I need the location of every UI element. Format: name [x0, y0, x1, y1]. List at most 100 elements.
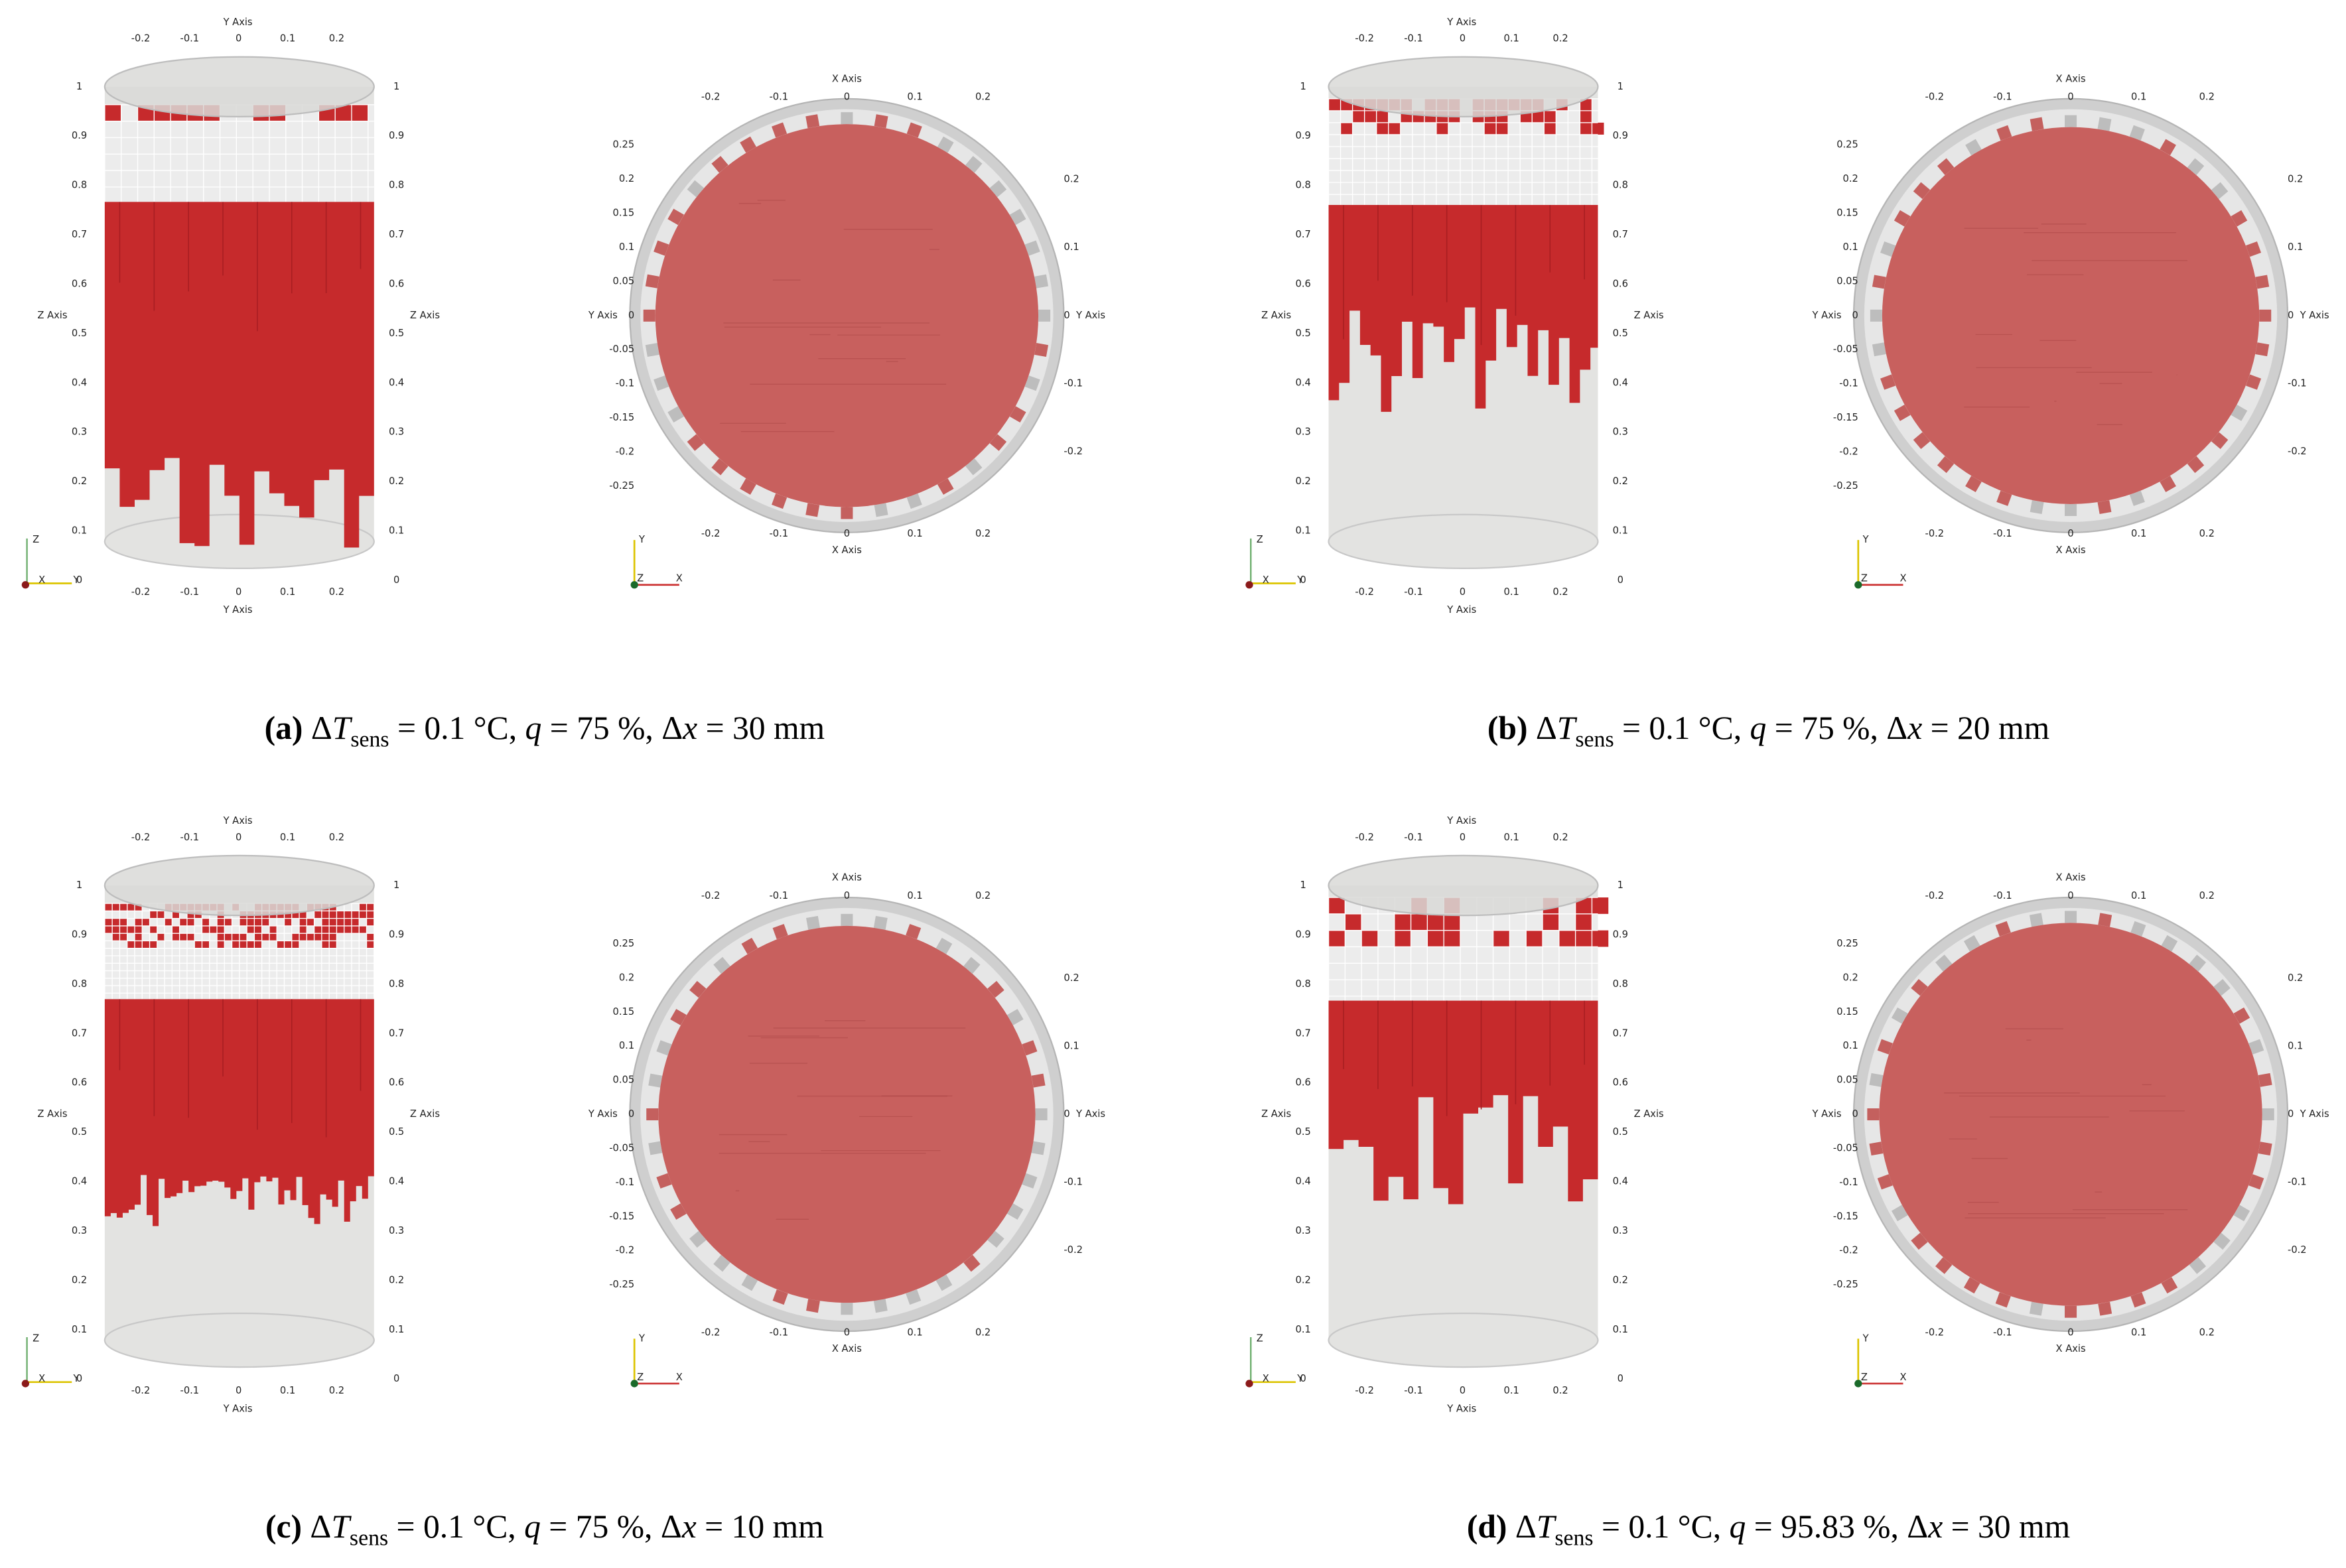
edge-cell — [1870, 309, 1882, 322]
tick-label: 0 — [76, 1373, 82, 1384]
mesh-cell — [351, 925, 360, 934]
tick-label: 0.5 — [72, 1126, 87, 1138]
tick-label: X — [1263, 1373, 1269, 1384]
tick-label: -0.2 — [1925, 890, 1945, 901]
tick-label: -0.2 — [1839, 446, 1858, 457]
tick-label: -0.2 — [1925, 528, 1945, 539]
mesh-cell — [299, 911, 307, 919]
mesh-cell — [1436, 122, 1448, 135]
tick-label: 0.4 — [389, 1176, 404, 1187]
mesh-cell — [1544, 122, 1556, 135]
tick-label: 0.1 — [907, 890, 922, 901]
tick-label: Z Axis — [1634, 310, 1664, 321]
tick-label: 0.1 — [1613, 1324, 1628, 1335]
edge-cell — [2258, 1142, 2272, 1156]
tick-label: 0.1 — [2288, 1040, 2303, 1051]
tick-label: 0.2 — [2288, 972, 2303, 984]
mesh-cell — [186, 933, 195, 941]
caption-part: q — [1730, 1508, 1746, 1545]
tick-label: 0.5 — [1296, 1126, 1311, 1138]
tick-label: -0.1 — [1404, 586, 1423, 598]
tick-label: 0.3 — [1613, 1225, 1628, 1236]
tick-label: X — [38, 1373, 45, 1384]
edge-cell — [713, 1254, 730, 1272]
caption-part: x — [681, 1508, 697, 1545]
edge-cell — [937, 478, 954, 495]
mesh-cell — [1444, 913, 1460, 931]
tick-label: 0.3 — [389, 1225, 404, 1236]
mesh-cell — [127, 925, 135, 934]
caption-part: = 20 mm — [1922, 710, 2049, 746]
tick-label: 0.1 — [907, 528, 922, 539]
mesh-cell — [149, 925, 157, 934]
mesh-cell — [314, 933, 322, 941]
tick-label: 0.2 — [2199, 890, 2215, 901]
edge-cell — [646, 1108, 659, 1121]
mesh-cell — [202, 925, 210, 934]
tick-label: 0.6 — [389, 278, 404, 289]
mesh-cell — [186, 918, 195, 926]
mesh-cell — [202, 918, 210, 926]
edge-cell — [1995, 1292, 2011, 1308]
tick-label: 0.1 — [389, 525, 404, 537]
mesh-cell — [1580, 98, 1592, 111]
mesh-cell — [1493, 930, 1510, 947]
mesh-cell — [1575, 913, 1592, 931]
edge-cell — [2097, 500, 2112, 514]
edge-cell — [906, 493, 922, 509]
tick-label: Y Axis — [1075, 1108, 1105, 1120]
tick-label: 0.9 — [1296, 130, 1311, 141]
tick-label: 0.4 — [389, 377, 404, 388]
edge-cell — [987, 1230, 1004, 1248]
mesh-cell — [112, 933, 120, 941]
tick-label: 0.8 — [1296, 180, 1311, 191]
mesh-cell — [119, 925, 127, 934]
tick-label: 0 — [628, 1108, 634, 1120]
tick-label: 0.5 — [1613, 1126, 1628, 1138]
edge-cell — [2160, 476, 2176, 493]
tick-label: 0.4 — [1613, 377, 1628, 388]
tick-label: 0.5 — [389, 1126, 404, 1138]
caption-part: x — [682, 710, 697, 746]
mesh-cell — [321, 911, 330, 919]
tick-label: 0.2 — [389, 1274, 404, 1285]
tick-label: 0.2 — [329, 586, 344, 598]
tick-label: -0.15 — [1833, 412, 1858, 423]
tick-label: -0.2 — [701, 92, 721, 103]
caption-part: = 0.1 °C, — [389, 710, 525, 746]
mesh-cell — [366, 918, 374, 926]
mesh-cell — [247, 918, 255, 926]
caption-part: T — [1557, 710, 1578, 746]
edge-cell — [2231, 405, 2248, 421]
tick-label: 0.2 — [329, 1385, 344, 1396]
edge-cell — [670, 1203, 687, 1220]
edge-cell — [772, 1289, 788, 1305]
tick-label: 0.2 — [329, 832, 344, 843]
edge-cell — [805, 114, 820, 129]
edge-cell — [841, 913, 853, 926]
edge-cell — [874, 114, 888, 129]
tick-label: 0.05 — [613, 1075, 635, 1086]
mesh-cell — [142, 918, 150, 926]
mesh-cell — [127, 903, 135, 911]
tick-label: -0.25 — [609, 480, 634, 491]
tick-label: Y Axis — [223, 604, 253, 616]
caption-part: sens — [350, 1526, 388, 1550]
tick-label: -0.1 — [180, 33, 200, 44]
edge-cell — [1880, 374, 1896, 390]
edge-cell — [772, 122, 788, 138]
tick-label: 0.15 — [613, 208, 635, 219]
mesh-cell — [119, 918, 127, 926]
tick-label: 0.7 — [72, 229, 87, 240]
tick-label: 0.2 — [1613, 476, 1628, 487]
mesh-cell — [247, 941, 255, 948]
tick-label: -0.2 — [1355, 832, 1374, 843]
edge-cell — [906, 1289, 922, 1305]
mesh-cell — [232, 941, 240, 948]
tick-label: Y Axis — [588, 310, 618, 321]
tick-label: 0.1 — [1504, 832, 1519, 843]
mesh-cell — [217, 925, 225, 934]
edge-cell — [648, 1073, 663, 1088]
mesh-cell — [254, 941, 262, 948]
edge-cell — [1995, 921, 2011, 937]
